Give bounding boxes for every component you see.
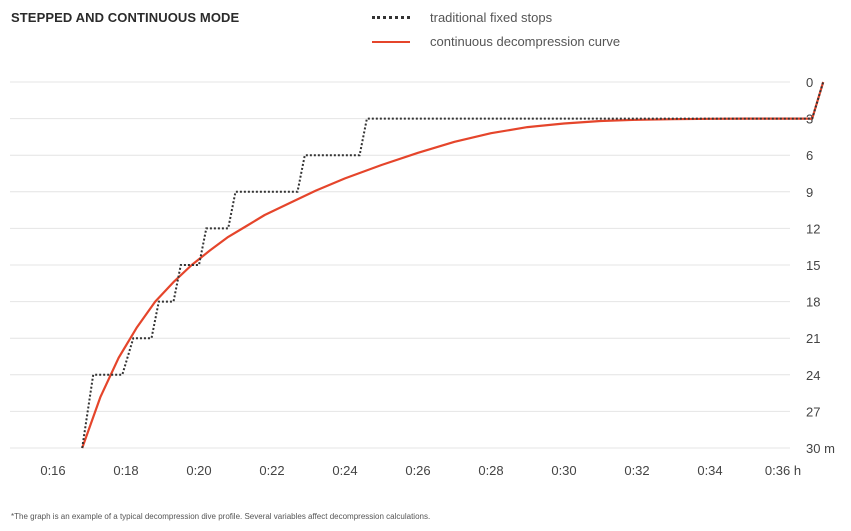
legend-item-fixed-stops: traditional fixed stops bbox=[372, 10, 552, 25]
y-tick-label: 9 bbox=[806, 185, 813, 200]
x-tick-label: 0:24 bbox=[332, 463, 357, 478]
y-tick-label: 21 bbox=[806, 331, 820, 346]
legend-label-fixed-stops: traditional fixed stops bbox=[430, 10, 553, 25]
y-tick-label: 0 bbox=[806, 75, 813, 90]
legend-swatch-solid bbox=[372, 40, 410, 43]
x-tick-label: 0:30 bbox=[551, 463, 576, 478]
x-tick-label: 0:18 bbox=[113, 463, 138, 478]
y-tick-label: 12 bbox=[806, 221, 820, 236]
y-tick-label: 18 bbox=[806, 295, 820, 310]
x-tick-label: 0:36 h bbox=[765, 463, 801, 478]
x-tick-label: 0:34 bbox=[697, 463, 722, 478]
fixed-stops-line bbox=[81, 81, 825, 449]
x-tick-label: 0:22 bbox=[259, 463, 284, 478]
legend-swatch-dotted bbox=[372, 16, 410, 19]
footnote: *The graph is an example of a typical de… bbox=[11, 512, 431, 521]
legend-label-continuous: continuous decompression curve bbox=[430, 34, 621, 49]
y-tick-label: 6 bbox=[806, 148, 813, 163]
x-tick-label: 0:28 bbox=[478, 463, 503, 478]
legend-item-continuous: continuous decompression curve bbox=[372, 34, 620, 49]
y-tick-label: 27 bbox=[806, 404, 820, 419]
chart-title: STEPPED AND CONTINUOUS MODE bbox=[11, 10, 240, 25]
x-tick-label: 0:26 bbox=[405, 463, 430, 478]
y-tick-label: 24 bbox=[806, 368, 820, 383]
y-tick-label: 30 m bbox=[806, 441, 835, 456]
x-tick-label: 0:20 bbox=[186, 463, 211, 478]
x-tick-label: 0:32 bbox=[624, 463, 649, 478]
continuous-decompression-line bbox=[81, 81, 825, 449]
x-tick-label: 0:16 bbox=[40, 463, 65, 478]
y-tick-label: 15 bbox=[806, 258, 820, 273]
